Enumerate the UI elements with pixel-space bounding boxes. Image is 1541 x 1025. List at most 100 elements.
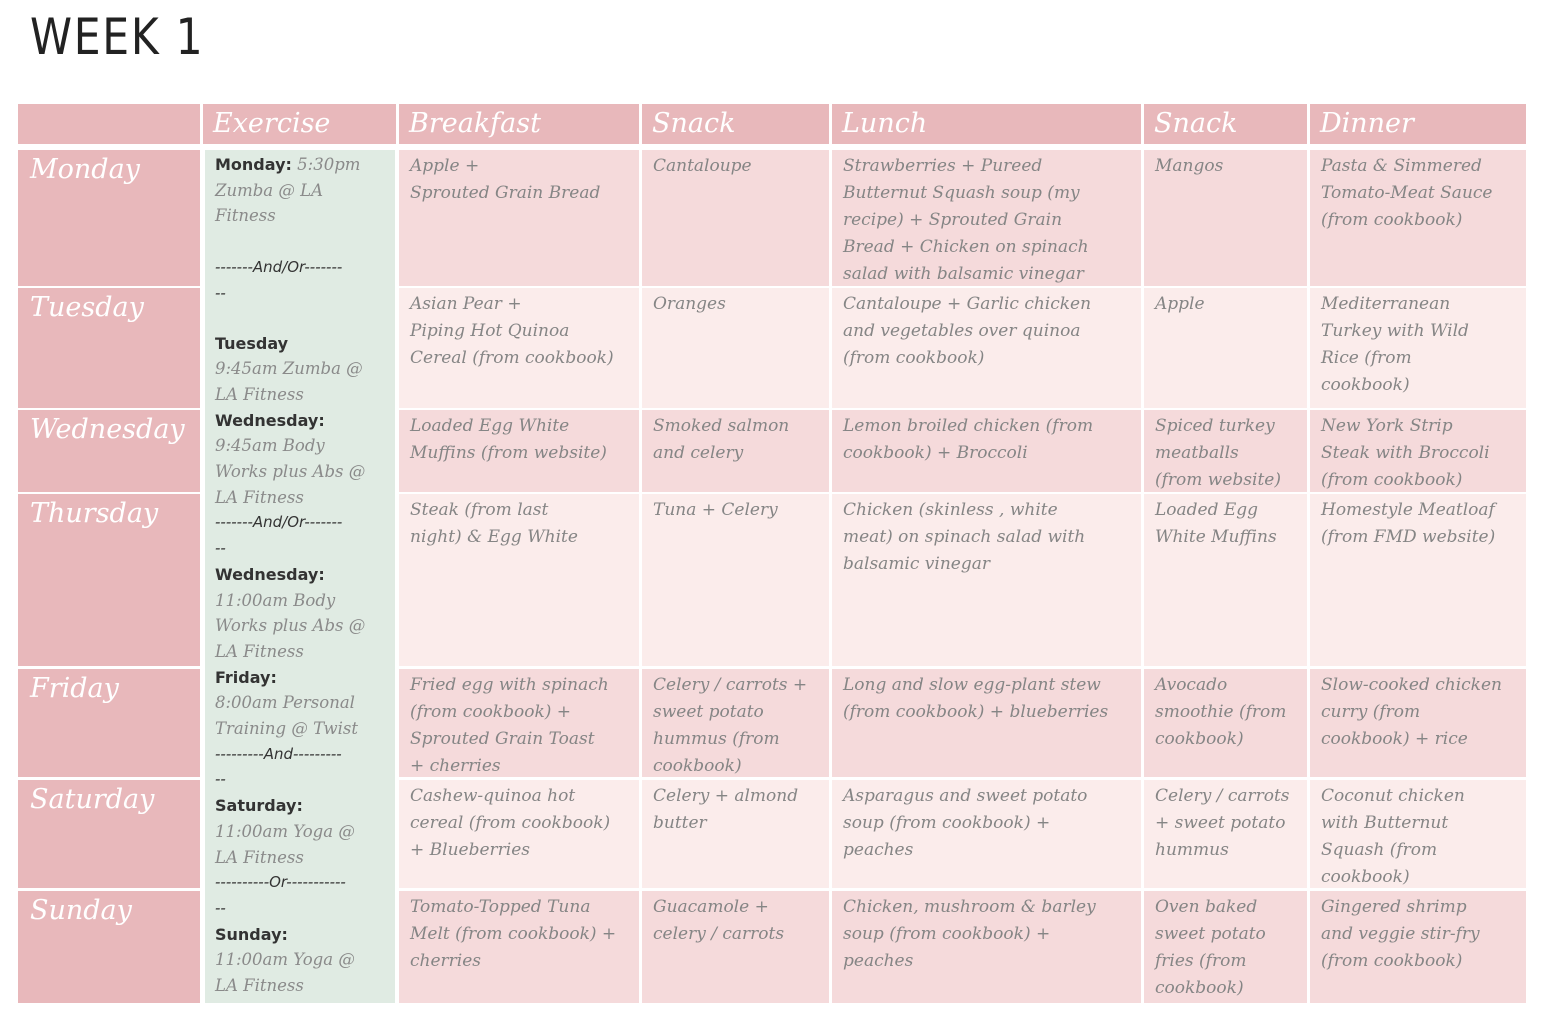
meal-line: cookbook): [653, 756, 742, 776]
meal-cell-saturday-dinner: Coconut chicken with Butternut Squash (fro…: [1310, 780, 1526, 888]
meal-line: cookbook): [1321, 375, 1410, 395]
meal-line: Asian Pear +: [410, 294, 522, 314]
meal-cell-tuesday-snack1: Oranges: [642, 288, 829, 408]
meal-line: cookbook) + rice: [1321, 729, 1468, 749]
header-snack-1: Snack: [642, 104, 829, 144]
meal-cell-friday-snack2: Avocado smoothie (from cookbook): [1144, 669, 1307, 777]
meal-cell-sunday-lunch: Chicken, mushroom & barley soup (from coo…: [832, 891, 1141, 1003]
meal-cell-friday-breakfast: Fried egg with spinach (from cookbook) + S…: [399, 669, 639, 777]
day-monday: Monday: [18, 150, 200, 286]
meal-line: Steak with Broccoli: [1321, 443, 1490, 463]
exercise-separator: ---------And---------: [215, 744, 342, 763]
meal-line: Melt (from cookbook) +: [410, 924, 617, 944]
meal-line: salad with balsamic vinegar: [843, 264, 1084, 284]
meal-line: Piping Hot Quinoa: [410, 321, 570, 341]
meal-line: Strawberries + Pureed: [843, 156, 1043, 176]
meal-line: (from cookbook): [843, 348, 985, 368]
meal-line: peaches: [843, 951, 914, 971]
exercise-separator: --: [215, 539, 226, 558]
meal-line: Turkey with Wild: [1321, 321, 1469, 341]
meal-line: Tuna + Celery: [653, 500, 778, 520]
meal-line: (from cookbook) + blueberries: [843, 702, 1109, 722]
meal-cell-sunday-snack1: Guacamole + celery / carrots: [642, 891, 829, 1003]
meal-line: Spiced turkey: [1155, 416, 1275, 436]
meal-line: Gingered shrimp: [1321, 897, 1467, 917]
meal-line: and veggie stir-fry: [1321, 924, 1480, 944]
meal-line: Cantaloupe + Garlic chicken: [843, 294, 1092, 314]
meal-line: New York Strip: [1321, 416, 1453, 436]
meal-line: celery / carrots: [653, 924, 785, 944]
meal-line: fries (from: [1155, 951, 1247, 971]
meal-line: Squash (from: [1321, 840, 1438, 860]
meal-line: Bread + Chicken on spinach: [843, 237, 1089, 257]
header-snack-2: Snack: [1144, 104, 1307, 144]
meal-line: Apple: [1155, 294, 1205, 314]
exercise-saturday-text: LA Fitness: [215, 847, 304, 867]
meal-line: and celery: [653, 443, 744, 463]
exercise-wednesday2-text: 11:00am Body: [215, 590, 336, 610]
meal-line: Cereal (from cookbook): [410, 348, 614, 368]
exercise-monday-text: Zumba @ LA: [215, 180, 323, 200]
exercise-wednesday-text: LA Fitness: [215, 487, 304, 507]
meal-cell-monday-snack2: Mangos: [1144, 150, 1307, 286]
meal-cell-friday-dinner: Slow-cooked chicken curry (from cookbook) …: [1310, 669, 1526, 777]
meal-line: Oven baked: [1155, 897, 1258, 917]
meal-line: soup (from cookbook) +: [843, 924, 1051, 944]
meal-cell-thursday-snack1: Tuna + Celery: [642, 494, 829, 666]
meal-line: Butternut Squash soup (my: [843, 183, 1080, 203]
meal-line: (from website): [1155, 470, 1281, 490]
meal-line: Mangos: [1155, 156, 1224, 176]
meal-line: recipe) + Sprouted Grain: [843, 210, 1063, 230]
meal-line: hummus: [1155, 840, 1229, 860]
meal-line: butter: [653, 813, 707, 833]
exercise-sunday-label: Sunday:: [215, 924, 288, 944]
exercise-monday-text: 5:30pm: [291, 155, 361, 174]
meal-cell-thursday-lunch: Chicken (skinless , white meat) on spinac…: [832, 494, 1141, 666]
meal-line: peaches: [843, 840, 914, 860]
meal-line: sweet potato: [653, 702, 764, 722]
meal-line: with Butternut: [1321, 813, 1449, 833]
meal-cell-sunday-breakfast: Tomato-Topped Tuna Melt (from cookbook) +…: [399, 891, 639, 1003]
exercise-sunday-text: LA Fitness: [215, 976, 304, 996]
meal-line: Chicken (skinless , white: [843, 500, 1058, 520]
meal-cell-friday-lunch: Long and slow egg-plant stew (from cookbo…: [832, 669, 1141, 777]
meal-line: Pasta & Simmered: [1321, 156, 1482, 176]
meal-cell-saturday-snack2: Celery / carrots + sweet potato hummus: [1144, 780, 1307, 888]
meal-line: + Blueberries: [410, 840, 531, 860]
meal-line: (from cookbook): [1321, 951, 1463, 971]
meal-cell-sunday-dinner: Gingered shrimp and veggie stir-fry (from …: [1310, 891, 1526, 1003]
meal-line: Muffins (from website): [410, 443, 607, 463]
meal-line: + sweet potato: [1155, 813, 1286, 833]
exercise-wednesday-text: Works plus Abs @: [215, 462, 366, 482]
meal-line: Tomato-Topped Tuna: [410, 897, 591, 917]
meal-line: balsamic vinegar: [843, 554, 990, 574]
header-breakfast: Breakfast: [399, 104, 639, 144]
meal-line: Homestyle Meatloaf: [1321, 500, 1495, 520]
meal-line: Asparagus and sweet potato: [843, 786, 1088, 806]
meal-line: Mediterranean: [1321, 294, 1451, 314]
meal-cell-saturday-lunch: Asparagus and sweet potato soup (from coo…: [832, 780, 1141, 888]
meal-line: cookbook): [1155, 729, 1244, 749]
exercise-wednesday2-text: LA Fitness: [215, 641, 304, 661]
exercise-separator: --: [215, 283, 226, 302]
meal-line: Cantaloupe: [653, 156, 752, 176]
meal-line: cereal (from cookbook): [410, 813, 611, 833]
meal-cell-tuesday-lunch: Cantaloupe + Garlic chicken and vegetable…: [832, 288, 1141, 408]
exercise-friday-label: Friday:: [215, 667, 277, 687]
meal-line: Coconut chicken: [1321, 786, 1465, 806]
meal-line: (from cookbook) +: [410, 702, 572, 722]
exercise-tuesday-text: 9:45am Zumba @: [215, 359, 363, 379]
meal-cell-tuesday-snack2: Apple: [1144, 288, 1307, 408]
meal-line: cookbook): [1155, 978, 1244, 998]
meal-line: Apple +: [410, 156, 480, 176]
header-exercise: Exercise: [203, 104, 396, 144]
meal-line: hummus (from: [653, 729, 780, 749]
meal-cell-thursday-dinner: Homestyle Meatloaf (from FMD website): [1310, 494, 1526, 666]
exercise-separator: -------And/Or-------: [215, 513, 343, 532]
meal-cell-thursday-snack2: Loaded Egg White Muffins: [1144, 494, 1307, 666]
meal-line: curry (from: [1321, 702, 1421, 722]
exercise-wednesday-text: 9:45am Body: [215, 436, 325, 456]
meal-line: (from cookbook): [1321, 470, 1463, 490]
meal-line: cherries: [410, 951, 482, 971]
day-thursday: Thursday: [18, 494, 200, 666]
